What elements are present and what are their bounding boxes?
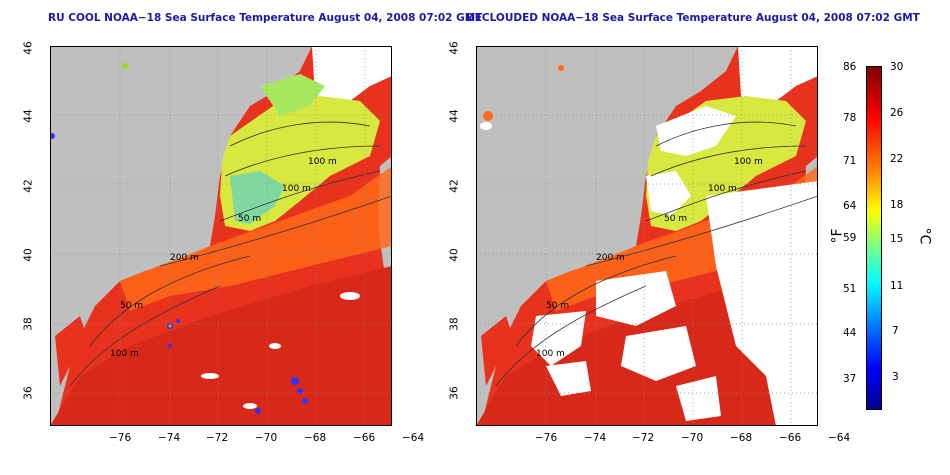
colorbar: [866, 66, 882, 410]
lon-tick: −74: [158, 432, 181, 444]
lat-tick: 40: [448, 248, 461, 262]
lon-tick: −70: [255, 432, 278, 444]
fahrenheit-tick: 64: [843, 200, 857, 212]
celsius-tick: 7: [892, 325, 899, 337]
celsius-tick: 30: [890, 61, 904, 73]
fahrenheit-tick: 71: [843, 155, 857, 167]
right-contour-label: 100 m: [734, 157, 763, 167]
celsius-tick: 26: [890, 107, 904, 119]
lon-tick: −76: [109, 432, 132, 444]
right-contour-label: 50 m: [546, 301, 569, 311]
fahrenheit-tick: 44: [843, 327, 857, 339]
lat-tick: 46: [22, 41, 35, 55]
left-contour-label: 50 m: [238, 214, 261, 224]
lon-tick: −66: [353, 432, 376, 444]
lon-tick: −76: [535, 432, 558, 444]
left-contour-label: 200 m: [170, 253, 199, 263]
lat-tick: 44: [448, 109, 461, 123]
lon-tick: −66: [779, 432, 802, 444]
right-contour-label: 100 m: [708, 184, 737, 194]
right-contour-label: 50 m: [664, 214, 687, 224]
lat-tick: 44: [22, 109, 35, 123]
lon-tick: −72: [632, 432, 655, 444]
celsius-tick: 11: [890, 280, 904, 292]
lon-tick: −68: [730, 432, 753, 444]
lat-tick: 42: [448, 179, 461, 193]
lat-tick: 46: [448, 41, 461, 55]
lat-tick: 36: [22, 386, 35, 400]
fahrenheit-tick: 37: [843, 373, 857, 385]
lat-tick: 42: [22, 179, 35, 193]
fahrenheit-unit-label: °F: [829, 228, 846, 244]
left-contour-label: 100 m: [110, 349, 139, 359]
lon-tick: −74: [584, 432, 607, 444]
left-sst-map: 100 m 100 m 50 m 200 m 50 m 100 m: [50, 46, 392, 426]
lat-tick: 38: [448, 317, 461, 331]
fahrenheit-tick: 78: [843, 112, 857, 124]
left-contour-label: 100 m: [282, 184, 311, 194]
lon-tick: −70: [681, 432, 704, 444]
right-panel-title: DECLOUDED NOAA−18 Sea Surface Temperatur…: [466, 12, 920, 24]
celsius-tick: 3: [892, 371, 899, 383]
lat-tick: 38: [22, 317, 35, 331]
fahrenheit-tick: 51: [843, 283, 857, 295]
lon-tick: −64: [828, 432, 851, 444]
celsius-unit-label: °C: [916, 227, 933, 245]
lon-tick: −64: [402, 432, 425, 444]
right-contour-label: 200 m: [596, 253, 625, 263]
left-contour-label: 50 m: [120, 301, 143, 311]
lon-tick: −68: [304, 432, 327, 444]
fahrenheit-tick: 86: [843, 61, 857, 73]
right-contour-label: 100 m: [536, 349, 565, 359]
celsius-tick: 22: [890, 153, 904, 165]
celsius-tick: 15: [890, 233, 904, 245]
left-contour-label: 100 m: [308, 157, 337, 167]
lat-tick: 36: [448, 386, 461, 400]
lat-tick: 40: [22, 248, 35, 262]
right-sst-map: 100 m 100 m 50 m 200 m 50 m 100 m: [476, 46, 818, 426]
celsius-tick: 18: [890, 199, 904, 211]
lon-tick: −72: [206, 432, 229, 444]
fahrenheit-tick: 59: [843, 232, 857, 244]
left-panel-title: RU COOL NOAA−18 Sea Surface Temperature …: [48, 12, 483, 24]
